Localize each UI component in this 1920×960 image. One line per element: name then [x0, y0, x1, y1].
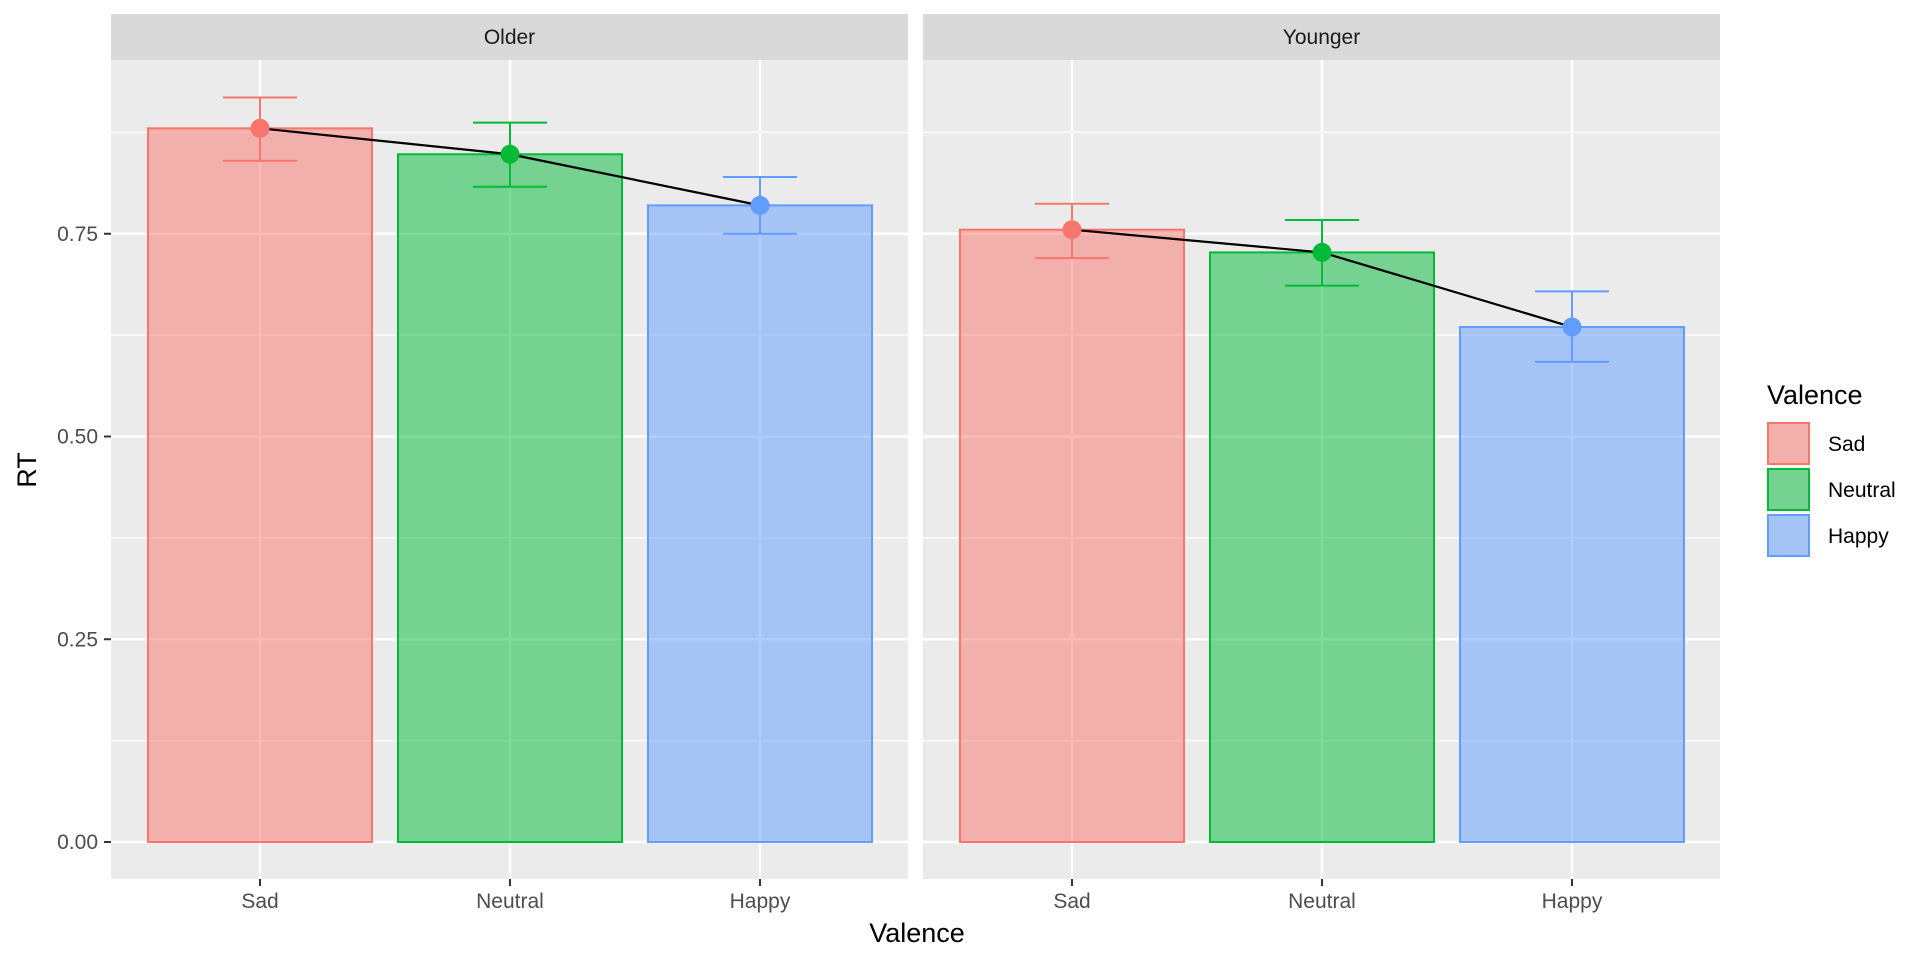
- legend-item-happy: Happy: [1767, 514, 1889, 557]
- strip-background: [111, 14, 908, 60]
- panels-layer: Older Sad Neutral Happy Younger Sad Neutral Hap…: [111, 14, 1720, 913]
- point-happy: [1562, 317, 1582, 337]
- legend-swatch: [1767, 422, 1810, 465]
- legend-swatch: [1767, 468, 1810, 511]
- y-tick-label: 0.75: [57, 223, 98, 246]
- bar-neutral: [397, 153, 623, 844]
- bar-happy: [1459, 326, 1685, 843]
- panel-title: Younger: [1283, 26, 1360, 49]
- legend: Valence Sad Neutral Happy: [1767, 380, 1896, 557]
- y-axis: 0.00 0.25 0.50 0.75: [57, 223, 111, 854]
- point-neutral: [1312, 242, 1332, 262]
- panel-younger: Younger Sad Neutral Happy: [923, 14, 1720, 913]
- y-tick-label: 0.00: [57, 831, 98, 854]
- legend-label: Neutral: [1828, 479, 1896, 502]
- legend-item-neutral: Neutral: [1767, 468, 1896, 511]
- bar-sad: [147, 127, 373, 843]
- x-tick-label: Happy: [730, 890, 791, 913]
- legend-item-sad: Sad: [1767, 422, 1865, 465]
- legend-title: Valence: [1767, 380, 1863, 410]
- y-tick-label: 0.50: [57, 426, 98, 449]
- legend-label: Sad: [1828, 433, 1865, 456]
- point-happy: [750, 195, 770, 215]
- x-tick-label: Sad: [1053, 890, 1090, 913]
- legend-label: Happy: [1828, 525, 1889, 548]
- bar-neutral: [1209, 251, 1435, 843]
- x-tick-label: Neutral: [1288, 890, 1356, 913]
- x-tick-label: Neutral: [476, 890, 544, 913]
- x-tick-label: Sad: [241, 890, 278, 913]
- y-axis-title: RT: [12, 452, 42, 488]
- panel-title: Older: [484, 26, 535, 49]
- x-tick-label: Happy: [1542, 890, 1603, 913]
- x-axis-title: Valence: [869, 918, 965, 948]
- panel-older: Older Sad Neutral Happy: [111, 14, 908, 913]
- legend-swatch: [1767, 514, 1810, 557]
- point-sad: [1062, 220, 1082, 240]
- point-sad: [250, 118, 270, 138]
- y-tick-label: 0.25: [57, 628, 98, 651]
- point-neutral: [500, 144, 520, 164]
- strip-background: [923, 14, 1720, 60]
- bar-happy: [647, 204, 873, 844]
- bar-sad: [959, 228, 1185, 843]
